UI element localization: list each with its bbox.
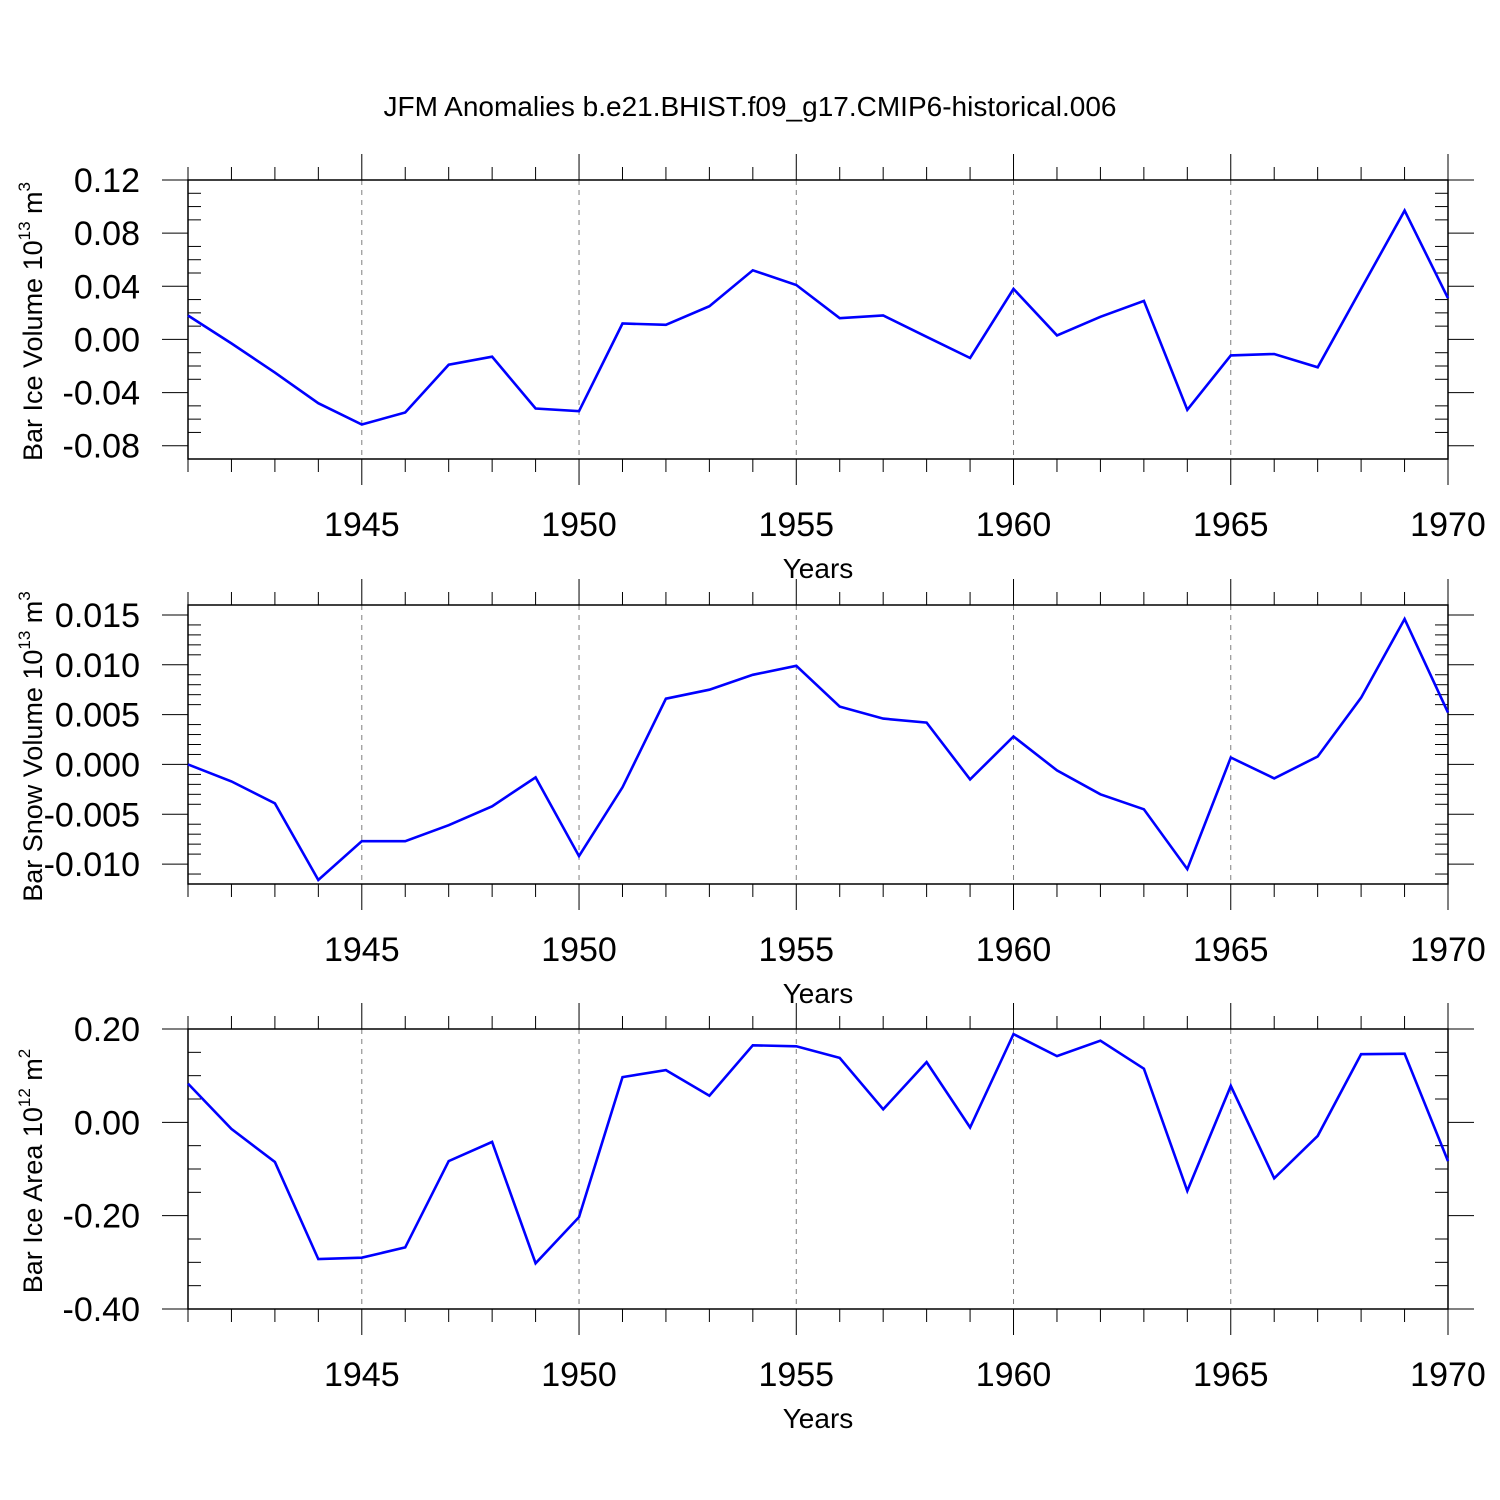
y-axis-label: Bar Snow Volume 1013 m3 — [15, 591, 48, 902]
y-label-main: Bar Snow Volume 10 — [18, 650, 48, 902]
y-axis-label: Bar Ice Volume 1013 m3 — [15, 182, 48, 461]
x-axis-label: Years — [783, 1403, 854, 1434]
x-tick-label: 1960 — [976, 1356, 1052, 1394]
x-axis-label: Years — [783, 978, 854, 1009]
y-label-unit-exponent: 3 — [15, 182, 34, 191]
x-tick-label: 1970 — [1410, 1356, 1486, 1394]
y-tick-label: 0.000 — [55, 746, 140, 784]
panel-bar-snow-volume: 1945 1950 1955 1960 1965 1970 Years 0.015 0.010 0… — [15, 579, 1486, 1009]
x-tick-label: 1965 — [1193, 931, 1269, 969]
x-tick-label: 1950 — [541, 506, 617, 544]
panel-bar-ice-area: 1945 1950 1955 1960 1965 1970 Years 0.20 0.00 -0.… — [15, 1003, 1486, 1434]
x-axis-label: Years — [783, 553, 854, 584]
y-tick-label: 0.015 — [55, 597, 140, 635]
y-tick-label: 0.20 — [74, 1011, 140, 1049]
x-tick-label: 1960 — [976, 506, 1052, 544]
y-tick-label: 0.005 — [55, 697, 140, 735]
x-tick-label: 1945 — [324, 506, 400, 544]
y-label-main: Bar Ice Area 10 — [18, 1107, 48, 1293]
y-label-unit-exponent: 3 — [15, 591, 34, 600]
y-tick-label: 0.00 — [74, 1104, 140, 1142]
y-axis-label: Bar Ice Area 1012 m2 — [15, 1049, 48, 1294]
y-label-main: Bar Ice Volume 10 — [18, 240, 48, 461]
x-tick-label: 1965 — [1193, 506, 1269, 544]
series-line-0 — [187, 207, 1450, 426]
series-line-0 — [187, 616, 1450, 883]
y-tick-label: -0.40 — [63, 1291, 141, 1329]
y-tick-label: -0.04 — [63, 375, 141, 413]
y-label-unit-exponent: 2 — [15, 1049, 34, 1058]
y-tick-label: 0.00 — [74, 321, 140, 359]
x-tick-label: 1970 — [1410, 931, 1486, 969]
x-tick-label: 1970 — [1410, 506, 1486, 544]
plot-frame — [187, 1028, 1449, 1310]
y-label-unit: m — [18, 191, 48, 221]
y-label-unit: m — [18, 1058, 48, 1088]
y-tick-label: -0.010 — [44, 846, 140, 884]
y-tick-label: -0.005 — [44, 796, 140, 834]
x-tick-label: 1965 — [1193, 1356, 1269, 1394]
x-tick-label: 1955 — [758, 506, 834, 544]
y-tick-label: 0.08 — [74, 215, 140, 253]
y-label-unit: m — [18, 601, 48, 631]
x-tick-label: 1945 — [324, 931, 400, 969]
x-tick-label: 1960 — [976, 931, 1052, 969]
y-label-exponent: 12 — [15, 1088, 34, 1107]
y-tick-label: 0.04 — [74, 268, 140, 306]
figure-title: JFM Anomalies b.e21.BHIST.f09_g17.CMIP6-… — [383, 91, 1116, 122]
y-tick-label: 0.010 — [55, 647, 140, 685]
y-label-exponent: 13 — [15, 631, 34, 650]
x-tick-label: 1955 — [758, 931, 834, 969]
x-tick-label: 1950 — [541, 931, 617, 969]
series-line-0 — [187, 1032, 1450, 1266]
panel-bar-ice-volume: 1945 1950 1955 1960 1965 1970 Years 0.12 0.08 0.0… — [15, 154, 1486, 584]
y-tick-label: -0.08 — [63, 428, 141, 466]
y-label-exponent: 13 — [15, 221, 34, 240]
y-tick-label: -0.20 — [63, 1198, 141, 1236]
y-tick-label: 0.12 — [74, 162, 140, 200]
x-tick-label: 1950 — [541, 1356, 617, 1394]
x-tick-label: 1945 — [324, 1356, 400, 1394]
x-tick-label: 1955 — [758, 1356, 834, 1394]
plot-frame — [187, 179, 1449, 460]
